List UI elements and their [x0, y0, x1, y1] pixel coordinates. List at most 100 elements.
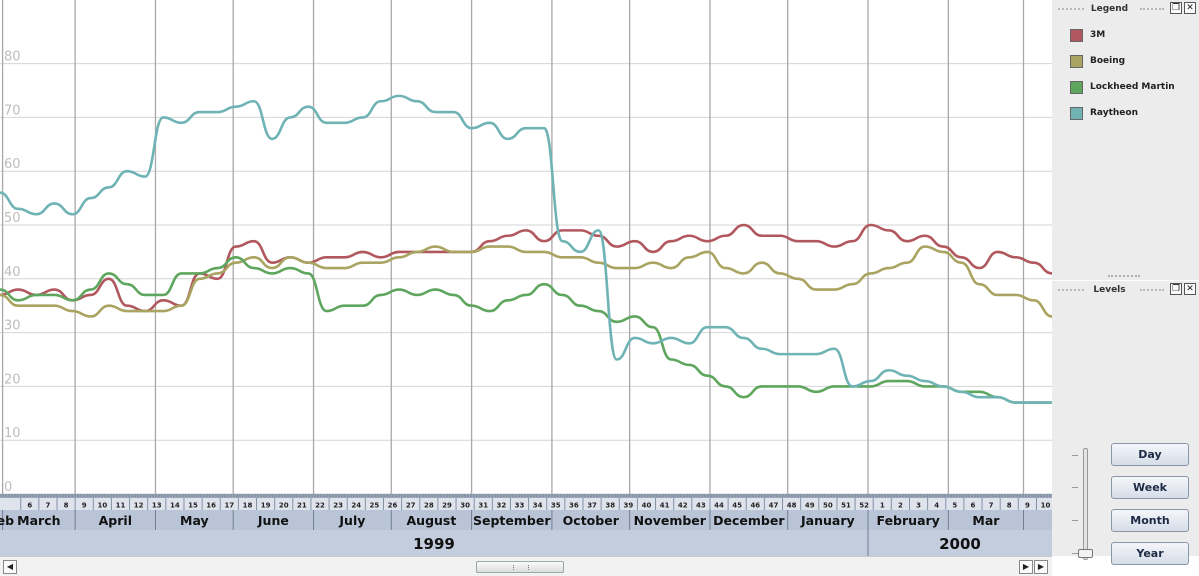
- week-label: 44: [714, 502, 724, 510]
- zoom-slider-track[interactable]: [1083, 448, 1088, 560]
- week-label: 50: [823, 502, 833, 510]
- week-label: 11: [116, 502, 126, 510]
- y-tick-label: 10: [4, 426, 21, 441]
- restore-icon[interactable]: ❐: [1170, 283, 1182, 295]
- series-line-3m: [0, 223, 1052, 313]
- zoom-slider-thumb[interactable]: [1078, 549, 1093, 558]
- week-label: 39: [623, 502, 633, 510]
- legend-label: Lockheed Martin: [1090, 82, 1175, 92]
- week-label: 15: [188, 502, 198, 510]
- week-label: 28: [424, 502, 434, 510]
- series-line-raytheon: [0, 94, 1052, 404]
- scroll-left-icon[interactable]: ◀: [3, 560, 17, 574]
- scroll-right-icon[interactable]: ▶: [1019, 560, 1033, 574]
- level-day-button[interactable]: Day: [1111, 443, 1189, 466]
- y-tick-label: 40: [4, 265, 21, 280]
- y-tick-label: 20: [4, 372, 21, 387]
- week-label: 7: [45, 502, 50, 510]
- week-label: 12: [134, 502, 144, 510]
- week-label: 21: [297, 502, 307, 510]
- week-label: 52: [859, 502, 869, 510]
- month-band: [0, 510, 1052, 530]
- week-label: 1: [880, 502, 885, 510]
- axis-ruler: [0, 494, 1052, 498]
- week-label: 47: [769, 502, 779, 510]
- week-label: 5: [952, 502, 957, 510]
- legend-label: 3M: [1090, 30, 1106, 40]
- slider-tick: [1072, 520, 1078, 521]
- week-label: 25: [370, 502, 380, 510]
- y-tick-label: 80: [4, 50, 21, 65]
- legend-panel-header: Legend ❐ ✕: [1052, 0, 1199, 18]
- horizontal-scrollbar[interactable]: ◀ ▶ ▶: [0, 556, 1052, 576]
- scrollbar-thumb[interactable]: [476, 561, 564, 573]
- week-label: 29: [442, 502, 452, 510]
- week-label: 37: [587, 502, 597, 510]
- week-label: 2: [898, 502, 903, 510]
- slider-tick: [1072, 553, 1078, 554]
- week-label: 48: [787, 502, 797, 510]
- week-label: 35: [551, 502, 561, 510]
- month-label: March: [17, 513, 60, 528]
- week-label: 32: [497, 502, 507, 510]
- y-tick-label: 50: [4, 211, 21, 226]
- month-label: May: [180, 513, 209, 528]
- week-label: 6: [971, 502, 976, 510]
- week-label: 27: [406, 502, 416, 510]
- week-band: [0, 498, 1052, 510]
- week-label: 41: [660, 502, 670, 510]
- week-label: 13: [152, 502, 162, 510]
- week-label: 8: [64, 502, 69, 510]
- series-line-boeing: [0, 245, 1052, 318]
- close-icon[interactable]: ✕: [1184, 2, 1196, 14]
- legend-swatch-boeing: [1070, 55, 1083, 68]
- scroll-end-icon[interactable]: ▶: [1034, 560, 1048, 574]
- y-tick-label: 60: [4, 157, 21, 172]
- week-label: 33: [515, 502, 525, 510]
- series-lines: [0, 94, 1052, 404]
- slider-tick: [1072, 487, 1078, 488]
- week-label: 51: [841, 502, 851, 510]
- level-month-button[interactable]: Month: [1111, 509, 1189, 532]
- month-label: January: [800, 513, 855, 528]
- week-label: 4: [934, 502, 939, 510]
- legend-swatch-3m: [1070, 29, 1083, 42]
- week-label: 6: [27, 502, 32, 510]
- week-label: 31: [478, 502, 488, 510]
- year-label: 2000: [939, 535, 981, 553]
- week-label: 34: [533, 502, 543, 510]
- grid-layer: [0, 0, 1052, 495]
- slider-tick: [1072, 455, 1078, 456]
- month-label: April: [99, 513, 132, 528]
- y-tick-label: 30: [4, 319, 21, 334]
- week-label: 26: [388, 502, 398, 510]
- week-label: 42: [678, 502, 688, 510]
- week-label: 30: [460, 502, 470, 510]
- month-label: August: [407, 513, 457, 528]
- close-icon[interactable]: ✕: [1184, 283, 1196, 295]
- time-axis: 6 7 8 9 10 11 12 13 14 15 16 17 18 19 20 21 22 23 24 25 26 27…: [0, 494, 1052, 556]
- week-label: 38: [605, 502, 615, 510]
- month-label: Feb: [0, 513, 14, 528]
- week-label: 9: [82, 502, 87, 510]
- month-label: July: [338, 513, 365, 528]
- week-label: 20: [279, 502, 289, 510]
- week-label: 18: [243, 502, 253, 510]
- legend-swatch-lockheed-martin: [1070, 81, 1083, 94]
- week-label: 17: [224, 502, 234, 510]
- month-label: June: [257, 513, 289, 528]
- year-band: [0, 530, 1052, 556]
- year-label: 1999: [413, 535, 455, 553]
- month-label: December: [713, 513, 785, 528]
- restore-icon[interactable]: ❐: [1170, 2, 1182, 14]
- month-label: November: [634, 513, 707, 528]
- legend-label: Raytheon: [1090, 108, 1138, 118]
- month-label: Mar: [972, 513, 1000, 528]
- panel-resize-grip[interactable]: [1108, 275, 1140, 277]
- level-week-button[interactable]: Week: [1111, 476, 1189, 499]
- legend-swatch-raytheon: [1070, 107, 1083, 120]
- level-year-button[interactable]: Year: [1111, 542, 1189, 565]
- legend-panel: Legend ❐ ✕ 3M Boeing Lockheed Martin Ray…: [1052, 0, 1199, 280]
- week-label: 8: [1007, 502, 1012, 510]
